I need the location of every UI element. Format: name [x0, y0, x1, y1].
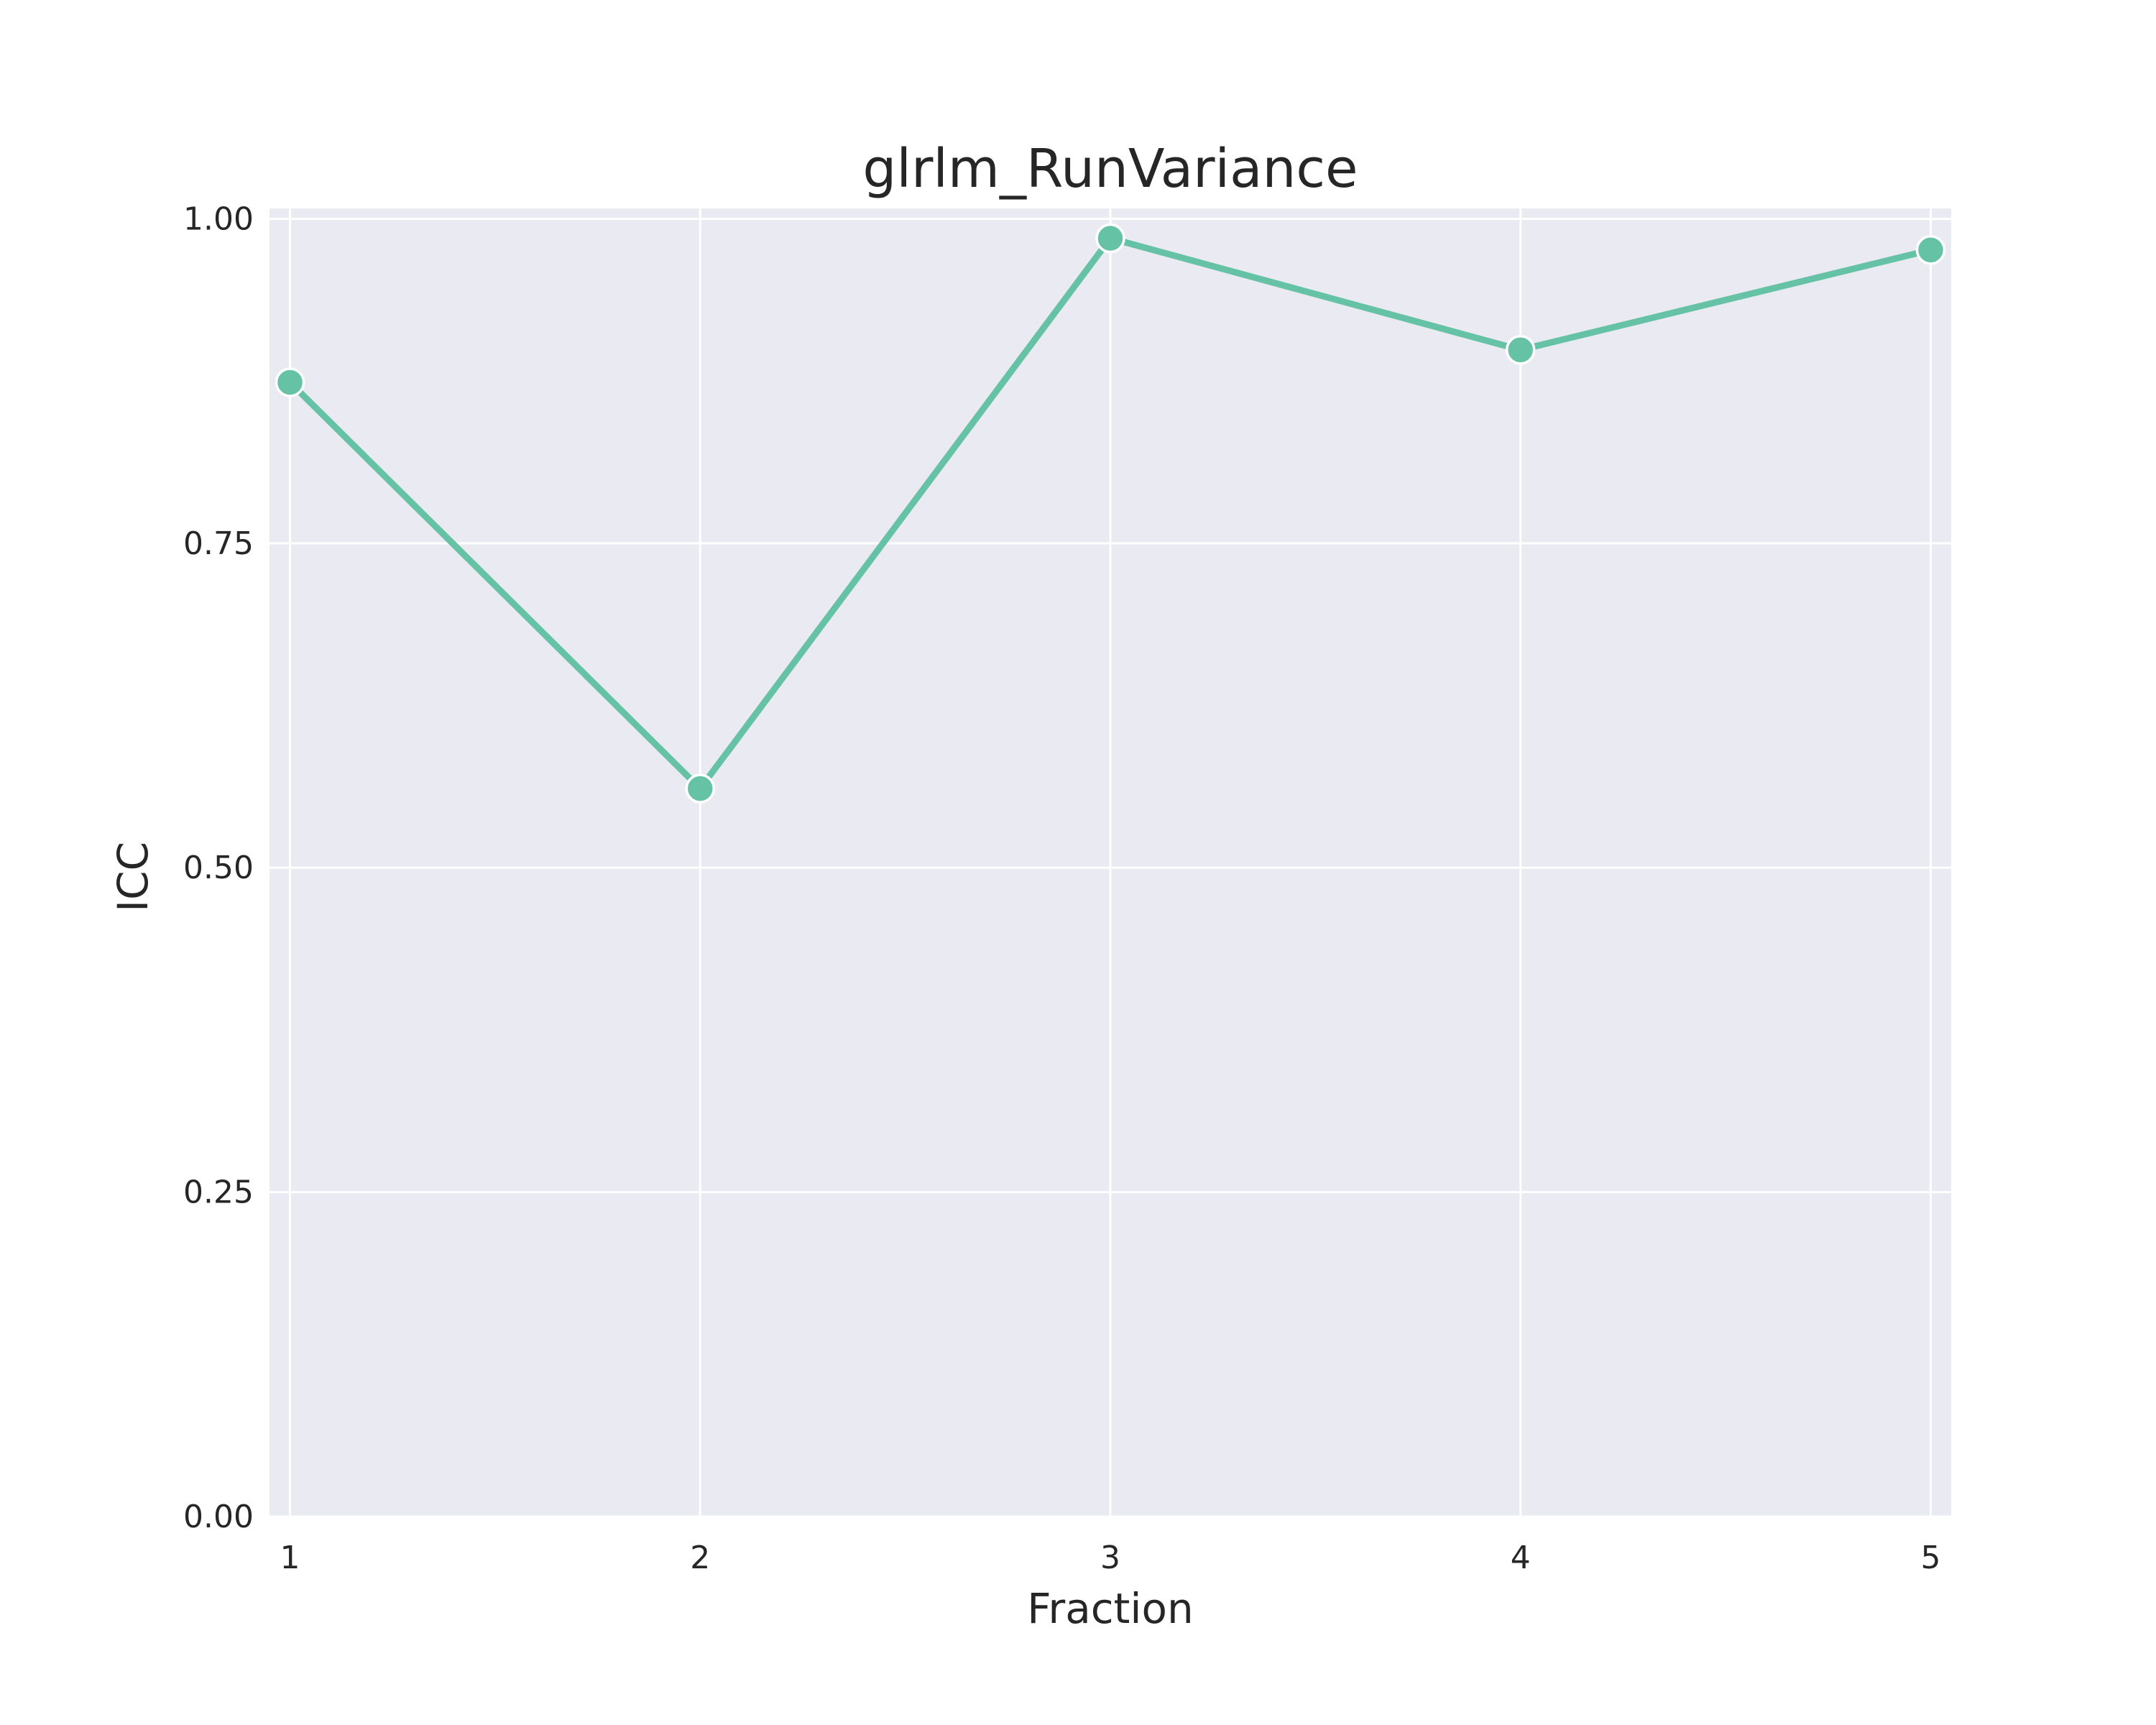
y-tick-label: 0.00: [183, 1499, 254, 1535]
x-tick-label: 5: [1920, 1540, 1940, 1576]
series-layer: [275, 223, 1946, 804]
y-axis-label: ICC: [109, 842, 157, 912]
x-tick-labels: 1 2 3 4 5: [280, 1540, 1941, 1576]
data-point: [1915, 235, 1946, 265]
x-tick-label: 3: [1100, 1540, 1120, 1576]
x-tick-label: 2: [690, 1540, 710, 1576]
y-tick-label: 1.00: [183, 201, 254, 237]
x-axis-label: Fraction: [1027, 1584, 1194, 1633]
chart-title: glrlm_RunVariance: [862, 138, 1358, 200]
data-point: [685, 773, 716, 804]
x-tick-label: 1: [280, 1540, 300, 1576]
data-point: [275, 367, 305, 397]
grid: [270, 208, 1951, 1518]
y-tick-labels: 0.00 0.25 0.50 0.75 1.00: [183, 201, 254, 1535]
y-tick-label: 0.25: [183, 1174, 254, 1211]
x-tick-label: 4: [1511, 1540, 1531, 1576]
y-tick-label: 0.75: [183, 525, 254, 562]
data-point: [1095, 223, 1125, 254]
data-point: [1505, 335, 1536, 365]
y-tick-label: 0.50: [183, 850, 254, 886]
